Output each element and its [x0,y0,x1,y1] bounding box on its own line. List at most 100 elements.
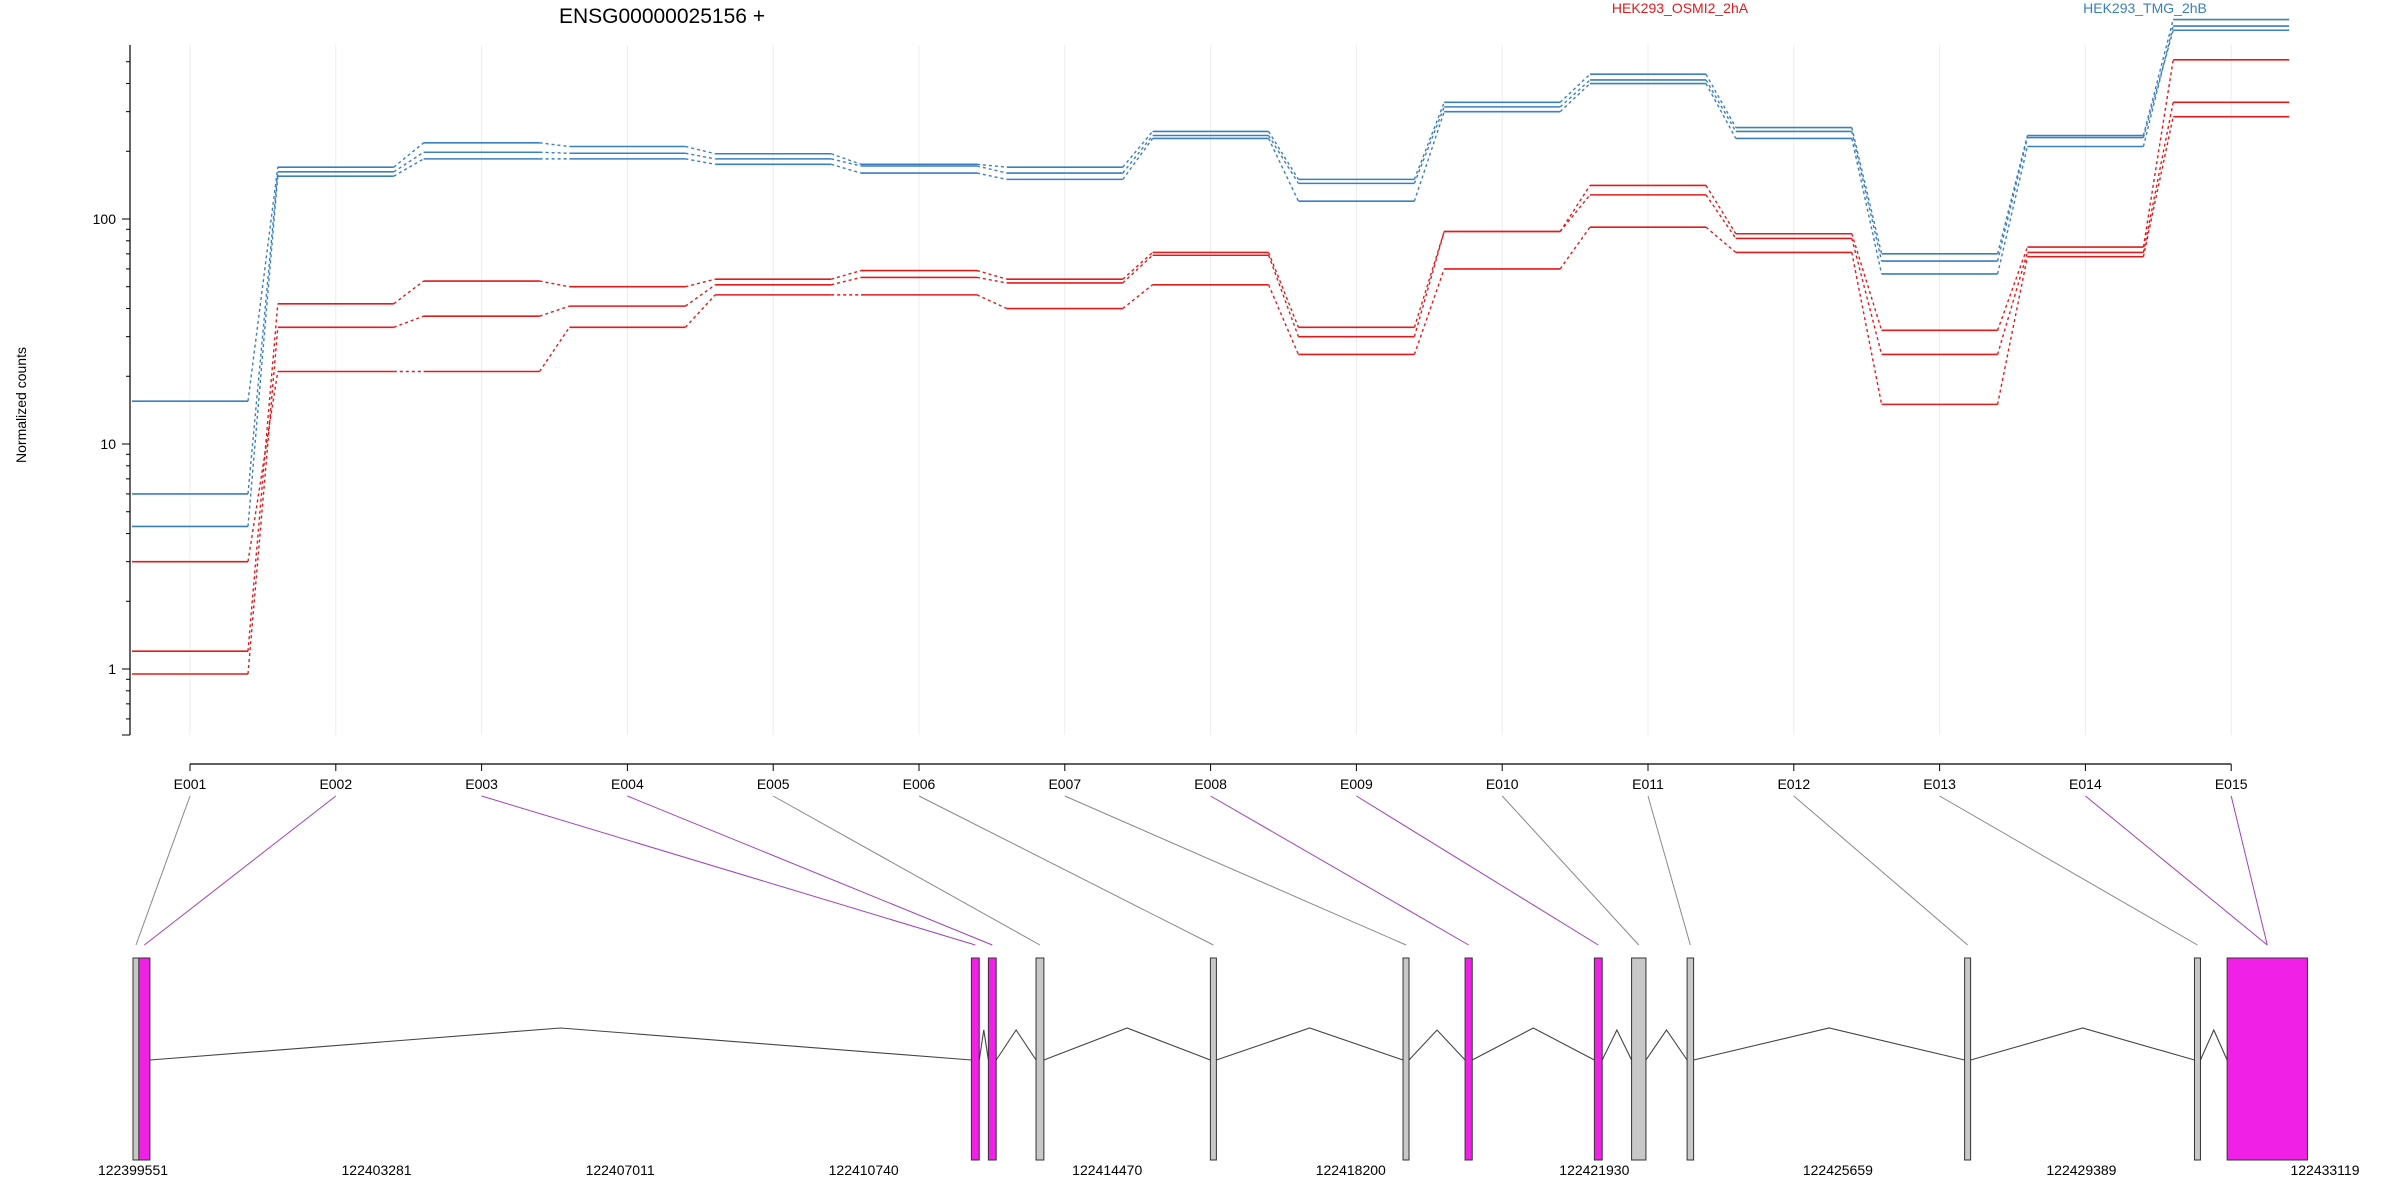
series-segment [684,294,716,328]
y-tick-label: 10 [100,436,116,452]
exon-block-E006 [1209,957,1217,1161]
x-tick-label: E004 [611,776,644,792]
series-segment [685,278,716,288]
series-segment [2142,25,2174,147]
coordinate-tick-label: 122418200 [1316,1162,1386,1178]
series-segment [1267,255,1300,337]
x-tick-label: E001 [174,776,207,792]
connector-E005 [772,795,1041,946]
coordinate-tick-label: 122421930 [1559,1162,1629,1178]
series-segment [1705,73,1737,128]
exon-block-E002 [138,957,151,1161]
series-segment [1559,185,1591,232]
series-segment [247,371,279,562]
intron-line [1408,1029,1466,1061]
x-tick-label: E008 [1194,776,1227,792]
series-segment [1122,284,1154,310]
coordinate-tick-label: 122433119 [2290,1162,2359,1178]
x-axis: E001 E002 E003 E004 E005 E006 E007 E008 E009 E010… [174,763,2248,792]
series-segment [1122,135,1154,174]
gene-model [132,957,2308,1161]
series-segment [393,315,424,328]
series-segment [831,163,862,174]
x-tick-label: E009 [1340,776,1373,792]
x-tick-label: E002 [319,776,352,792]
connector-E003 [481,795,976,946]
y-tick-label: 1 [108,661,116,677]
series-6 [132,25,2290,528]
series-segment [393,142,425,168]
series-segment [247,176,279,527]
series-segment [976,276,1007,284]
series-segment [1559,83,1591,113]
connector-E010 [1501,795,1640,946]
series-segment [2142,59,2174,248]
series-segment [685,152,716,160]
connector-E015 [2230,795,2268,946]
series-2 [132,58,2290,652]
series-segment [1996,146,2029,275]
series-segment [1851,233,1883,331]
series-segment [247,171,279,494]
exon-block-E008 [1464,957,1473,1161]
exon-connector-lines [135,795,2268,946]
series-segment [1705,226,1737,254]
connector-E014 [2085,795,2268,946]
series-segment [830,153,862,165]
exon-block-E013 [2193,957,2201,1161]
intron-line [1970,1027,2195,1061]
series-5 [132,29,2290,495]
series-segment [831,276,862,286]
x-tick-label: E007 [1048,776,1081,792]
series-segment [1559,79,1591,108]
exon-block-E007 [1402,957,1410,1161]
series-segment [1122,138,1154,180]
series-segment [976,294,1008,310]
connector-E001 [135,795,191,946]
connector-E009 [1356,795,1599,946]
intron-line [149,1027,972,1061]
x-tick-label: E012 [1777,776,1810,792]
series-segment [1559,194,1591,232]
series-segment [976,172,1007,181]
coordinate-tick-label: 122399551 [98,1162,168,1178]
series-segment [1413,231,1445,328]
series-segment [1268,135,1299,184]
coordinate-tick-label: 122403281 [342,1162,412,1178]
series-segment [539,142,570,148]
series-segment [2142,19,2174,136]
exon-block-E014 [2226,957,2308,1161]
series-segment [1996,246,2029,331]
series-segment [539,326,570,372]
legend-entry-osmi2: HEK293_OSMI2_2hA [1612,0,1749,16]
coordinate-tick-label: 122410740 [829,1162,899,1178]
x-tick-label: E006 [903,776,936,792]
y-tick-label: 100 [93,211,117,227]
connector-E013 [1939,795,2198,946]
series-segment [1705,83,1737,139]
coordinate-tick-label: 122407011 [586,1162,655,1178]
series-segment [539,280,570,288]
series-segment [976,165,1007,174]
series-segment [1851,238,1883,355]
series-segment [1413,231,1445,337]
x-tick-label: E014 [2069,776,2102,792]
connector-E006 [918,795,1214,946]
exon-block-E011 [1686,957,1695,1161]
series-segment [2142,116,2174,257]
series-segment [1413,111,1445,202]
y-axis: 1 10 100 [93,45,131,736]
series-segment [1705,79,1737,132]
exon-block-E004 [987,957,997,1161]
series-segment [1268,131,1299,180]
intron-line [1601,1028,1633,1061]
series-segment [976,163,1007,168]
intron-line [978,1029,989,1061]
series-segment [831,269,862,280]
series-4 [132,18,2290,402]
series-segment [1996,256,2029,405]
exon-block-E003 [970,957,980,1161]
series-segment [1705,185,1737,235]
series-segment [539,305,570,317]
intron-line [1471,1027,1595,1061]
